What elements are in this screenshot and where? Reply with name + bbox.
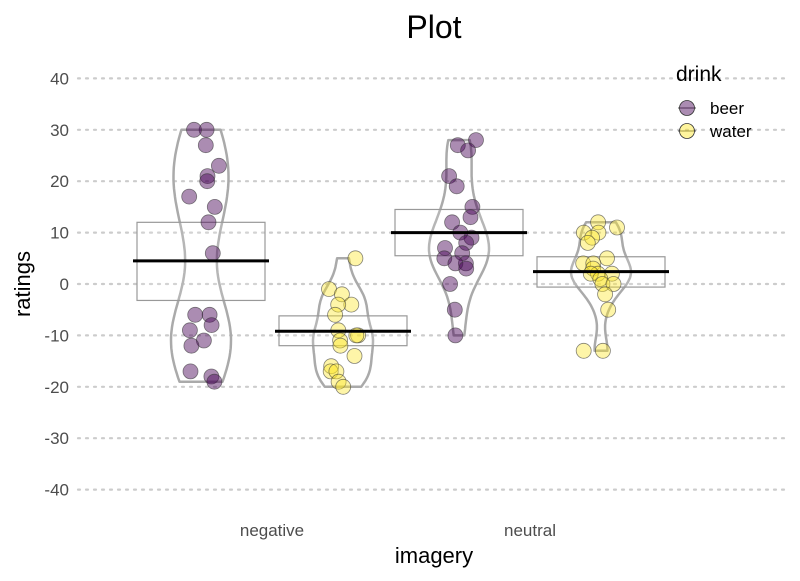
data-point	[584, 229, 600, 246]
y-tick-label: 0	[60, 275, 69, 294]
data-point	[346, 348, 363, 364]
data-point	[595, 342, 611, 359]
data-point	[604, 265, 620, 282]
data-point	[328, 363, 345, 380]
data-point	[199, 173, 216, 190]
data-point	[609, 219, 625, 236]
data-point	[332, 337, 349, 354]
data-point	[333, 286, 350, 303]
data-point	[327, 306, 344, 323]
data-point	[203, 368, 220, 385]
data-point	[335, 378, 352, 395]
y-tick-label: -30	[44, 429, 69, 448]
y-tick-label: -20	[44, 378, 69, 397]
legend: drink beer water	[676, 63, 752, 141]
data-point	[206, 198, 223, 215]
data-point	[204, 245, 221, 262]
legend-marker-water	[679, 123, 695, 139]
data-point	[575, 342, 592, 359]
data-point	[597, 286, 613, 303]
y-tick-label: -40	[44, 481, 69, 500]
data-point	[332, 332, 349, 349]
y-tick-label: 20	[50, 172, 69, 191]
data-point	[186, 121, 202, 138]
data-point	[447, 327, 464, 344]
y-tick-label: -10	[44, 326, 69, 345]
legend-item-water: water	[678, 122, 752, 141]
data-point	[458, 234, 475, 251]
data-point	[183, 337, 200, 354]
data-point	[446, 301, 463, 318]
y-tick-label: 10	[50, 224, 69, 243]
x-tick-labels: negative neutral	[240, 521, 556, 540]
data-point	[605, 276, 622, 292]
data-point	[462, 209, 479, 226]
x-tick-label: negative	[240, 521, 304, 540]
x-axis-title: imagery	[395, 543, 473, 568]
data-point	[444, 214, 461, 231]
data-point	[197, 137, 214, 154]
data-point	[442, 276, 459, 292]
chart-title: Plot	[406, 9, 461, 45]
data-point	[343, 296, 360, 313]
data-point	[579, 234, 596, 251]
data-point	[575, 224, 592, 241]
legend-label-beer: beer	[710, 99, 744, 118]
data-point	[347, 250, 364, 267]
data-point	[599, 250, 615, 267]
data-point	[330, 373, 347, 390]
data-point	[600, 301, 617, 318]
legend-title: drink	[676, 63, 722, 86]
data-point	[330, 296, 347, 313]
data-point	[182, 363, 199, 380]
data-point	[206, 373, 223, 390]
data-point	[181, 188, 198, 205]
y-tick-label: 30	[50, 121, 69, 140]
data-point	[460, 142, 477, 159]
data-point	[203, 317, 220, 334]
y-tick-labels: -40 -30 -20 -10 0 10 20 30 40	[44, 69, 69, 499]
violin-beer-neutral	[427, 138, 491, 337]
data-point	[198, 121, 215, 138]
data-point	[594, 276, 611, 292]
legend-marker-beer	[679, 100, 695, 116]
y-axis-title: ratings	[10, 251, 35, 317]
legend-label-water: water	[709, 122, 752, 141]
data-point	[187, 306, 204, 323]
data-point	[458, 260, 475, 277]
data-point	[199, 168, 216, 185]
legend-item-beer: beer	[678, 99, 744, 118]
y-tick-label: 40	[50, 69, 69, 88]
data-point	[181, 322, 198, 339]
data-point	[448, 178, 465, 195]
data-point	[201, 306, 218, 323]
violin-water-neutral	[569, 221, 633, 353]
x-tick-label: neutral	[504, 521, 556, 540]
data-point	[449, 137, 466, 154]
data-point	[582, 265, 599, 282]
data-point	[464, 198, 481, 215]
mean-lines	[133, 231, 669, 333]
data-point	[200, 214, 217, 231]
data-point	[210, 157, 227, 174]
